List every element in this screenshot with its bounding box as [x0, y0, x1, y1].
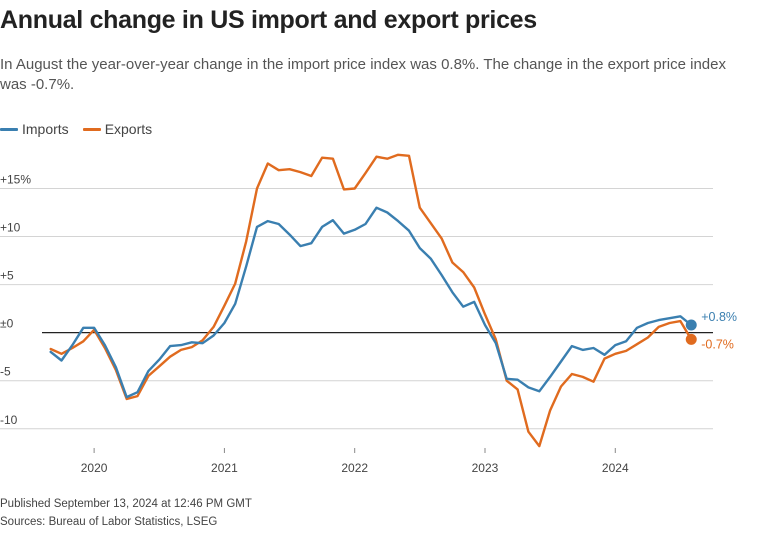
end-markers: +0.8% -0.7%: [685, 310, 737, 351]
legend-label-exports: Exports: [104, 121, 153, 137]
x-tick-label: 2023: [472, 461, 499, 475]
end-label-imports: +0.8%: [701, 310, 737, 324]
x-tick-label: 2020: [81, 461, 108, 475]
x-tick-label: 2024: [602, 461, 629, 475]
legend-label-imports: Imports: [22, 121, 69, 137]
x-axis-ticks: 2020 2021 2022 2023 2024: [81, 448, 629, 475]
legend-swatch-imports: [0, 127, 18, 131]
y-tick-label: +15%: [0, 172, 31, 186]
x-tick-label: 2022: [341, 461, 368, 475]
series-line-imports: [49, 206, 693, 399]
y-tick-label: -5: [0, 365, 11, 379]
published-note: Published September 13, 2024 at 12:46 PM…: [0, 498, 252, 510]
end-point-imports: [685, 319, 697, 331]
y-tick-label: ±0: [0, 317, 14, 331]
gridlines: [0, 187, 713, 430]
series-line-exports: [49, 153, 693, 448]
legend-swatch-exports: [82, 127, 101, 131]
y-tick-label: +5: [0, 269, 14, 283]
legend-item-exports: Exports: [82, 121, 153, 137]
sources-note: Sources: Bureau of Labor Statistics, LSE…: [0, 516, 218, 528]
y-axis-ticks: +15% +10 +5 ±0 -5 -10: [0, 172, 31, 426]
chart-title: Annual change in US import and export pr…: [0, 6, 537, 34]
chart-subtitle: In August the year-over-year change in t…: [0, 56, 726, 93]
series-group: [49, 153, 693, 448]
end-label-exports: -0.7%: [701, 337, 734, 351]
legend: Imports Exports: [0, 121, 152, 137]
x-tick-label: 2021: [211, 461, 238, 475]
end-point-exports: [685, 333, 697, 345]
legend-item-imports: Imports: [0, 121, 69, 137]
y-tick-label: +10: [0, 221, 21, 235]
y-tick-label: -10: [0, 413, 18, 427]
